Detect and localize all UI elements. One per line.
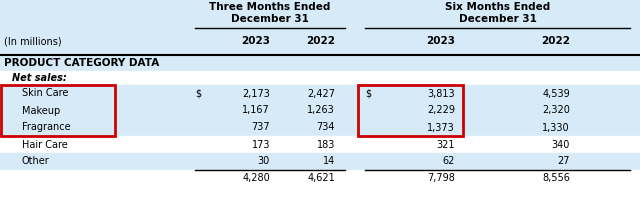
- Text: 1,373: 1,373: [428, 122, 455, 133]
- Bar: [358, 85, 463, 136]
- Text: (In millions): (In millions): [4, 37, 61, 46]
- Text: 173: 173: [252, 139, 270, 149]
- Bar: [0, 0, 640, 55]
- Text: Three Months Ended
December 31: Three Months Ended December 31: [209, 2, 331, 24]
- Text: Six Months Ended
December 31: Six Months Ended December 31: [445, 2, 550, 24]
- Text: Net sales:: Net sales:: [12, 73, 67, 83]
- Text: $: $: [365, 88, 371, 98]
- Text: Hair Care: Hair Care: [22, 139, 68, 149]
- Bar: [0, 71, 640, 85]
- Bar: [1, 85, 115, 136]
- Text: Fragrance: Fragrance: [22, 122, 70, 133]
- Text: 737: 737: [252, 122, 270, 133]
- Text: 1,167: 1,167: [243, 106, 270, 116]
- Text: 4,280: 4,280: [243, 173, 270, 184]
- Text: 2,427: 2,427: [307, 88, 335, 98]
- Text: 2023: 2023: [426, 37, 455, 46]
- Text: Other: Other: [22, 157, 50, 167]
- Text: 2,320: 2,320: [542, 106, 570, 116]
- Text: 1,330: 1,330: [542, 122, 570, 133]
- Text: 62: 62: [443, 157, 455, 167]
- Text: 14: 14: [323, 157, 335, 167]
- Bar: [0, 136, 640, 153]
- Text: 2022: 2022: [306, 37, 335, 46]
- Text: 2022: 2022: [541, 37, 570, 46]
- Bar: [0, 170, 640, 187]
- Text: 2,229: 2,229: [427, 106, 455, 116]
- Bar: [0, 55, 640, 71]
- Text: 2,173: 2,173: [242, 88, 270, 98]
- Text: 4,539: 4,539: [542, 88, 570, 98]
- Text: 321: 321: [436, 139, 455, 149]
- Text: 183: 183: [317, 139, 335, 149]
- Text: 2023: 2023: [241, 37, 270, 46]
- Text: 8,556: 8,556: [542, 173, 570, 184]
- Text: 340: 340: [552, 139, 570, 149]
- Text: 7,798: 7,798: [427, 173, 455, 184]
- Text: 4,621: 4,621: [307, 173, 335, 184]
- Text: Skin Care: Skin Care: [22, 88, 68, 98]
- Bar: [0, 153, 640, 170]
- Text: Makeup: Makeup: [22, 106, 60, 116]
- Text: $: $: [195, 88, 201, 98]
- Text: 30: 30: [258, 157, 270, 167]
- Text: 3,813: 3,813: [428, 88, 455, 98]
- Text: 734: 734: [317, 122, 335, 133]
- Text: 1,263: 1,263: [307, 106, 335, 116]
- Bar: [0, 119, 640, 136]
- Text: PRODUCT CATEGORY DATA: PRODUCT CATEGORY DATA: [4, 58, 159, 68]
- Text: 27: 27: [557, 157, 570, 167]
- Bar: [0, 85, 640, 102]
- Bar: [0, 102, 640, 119]
